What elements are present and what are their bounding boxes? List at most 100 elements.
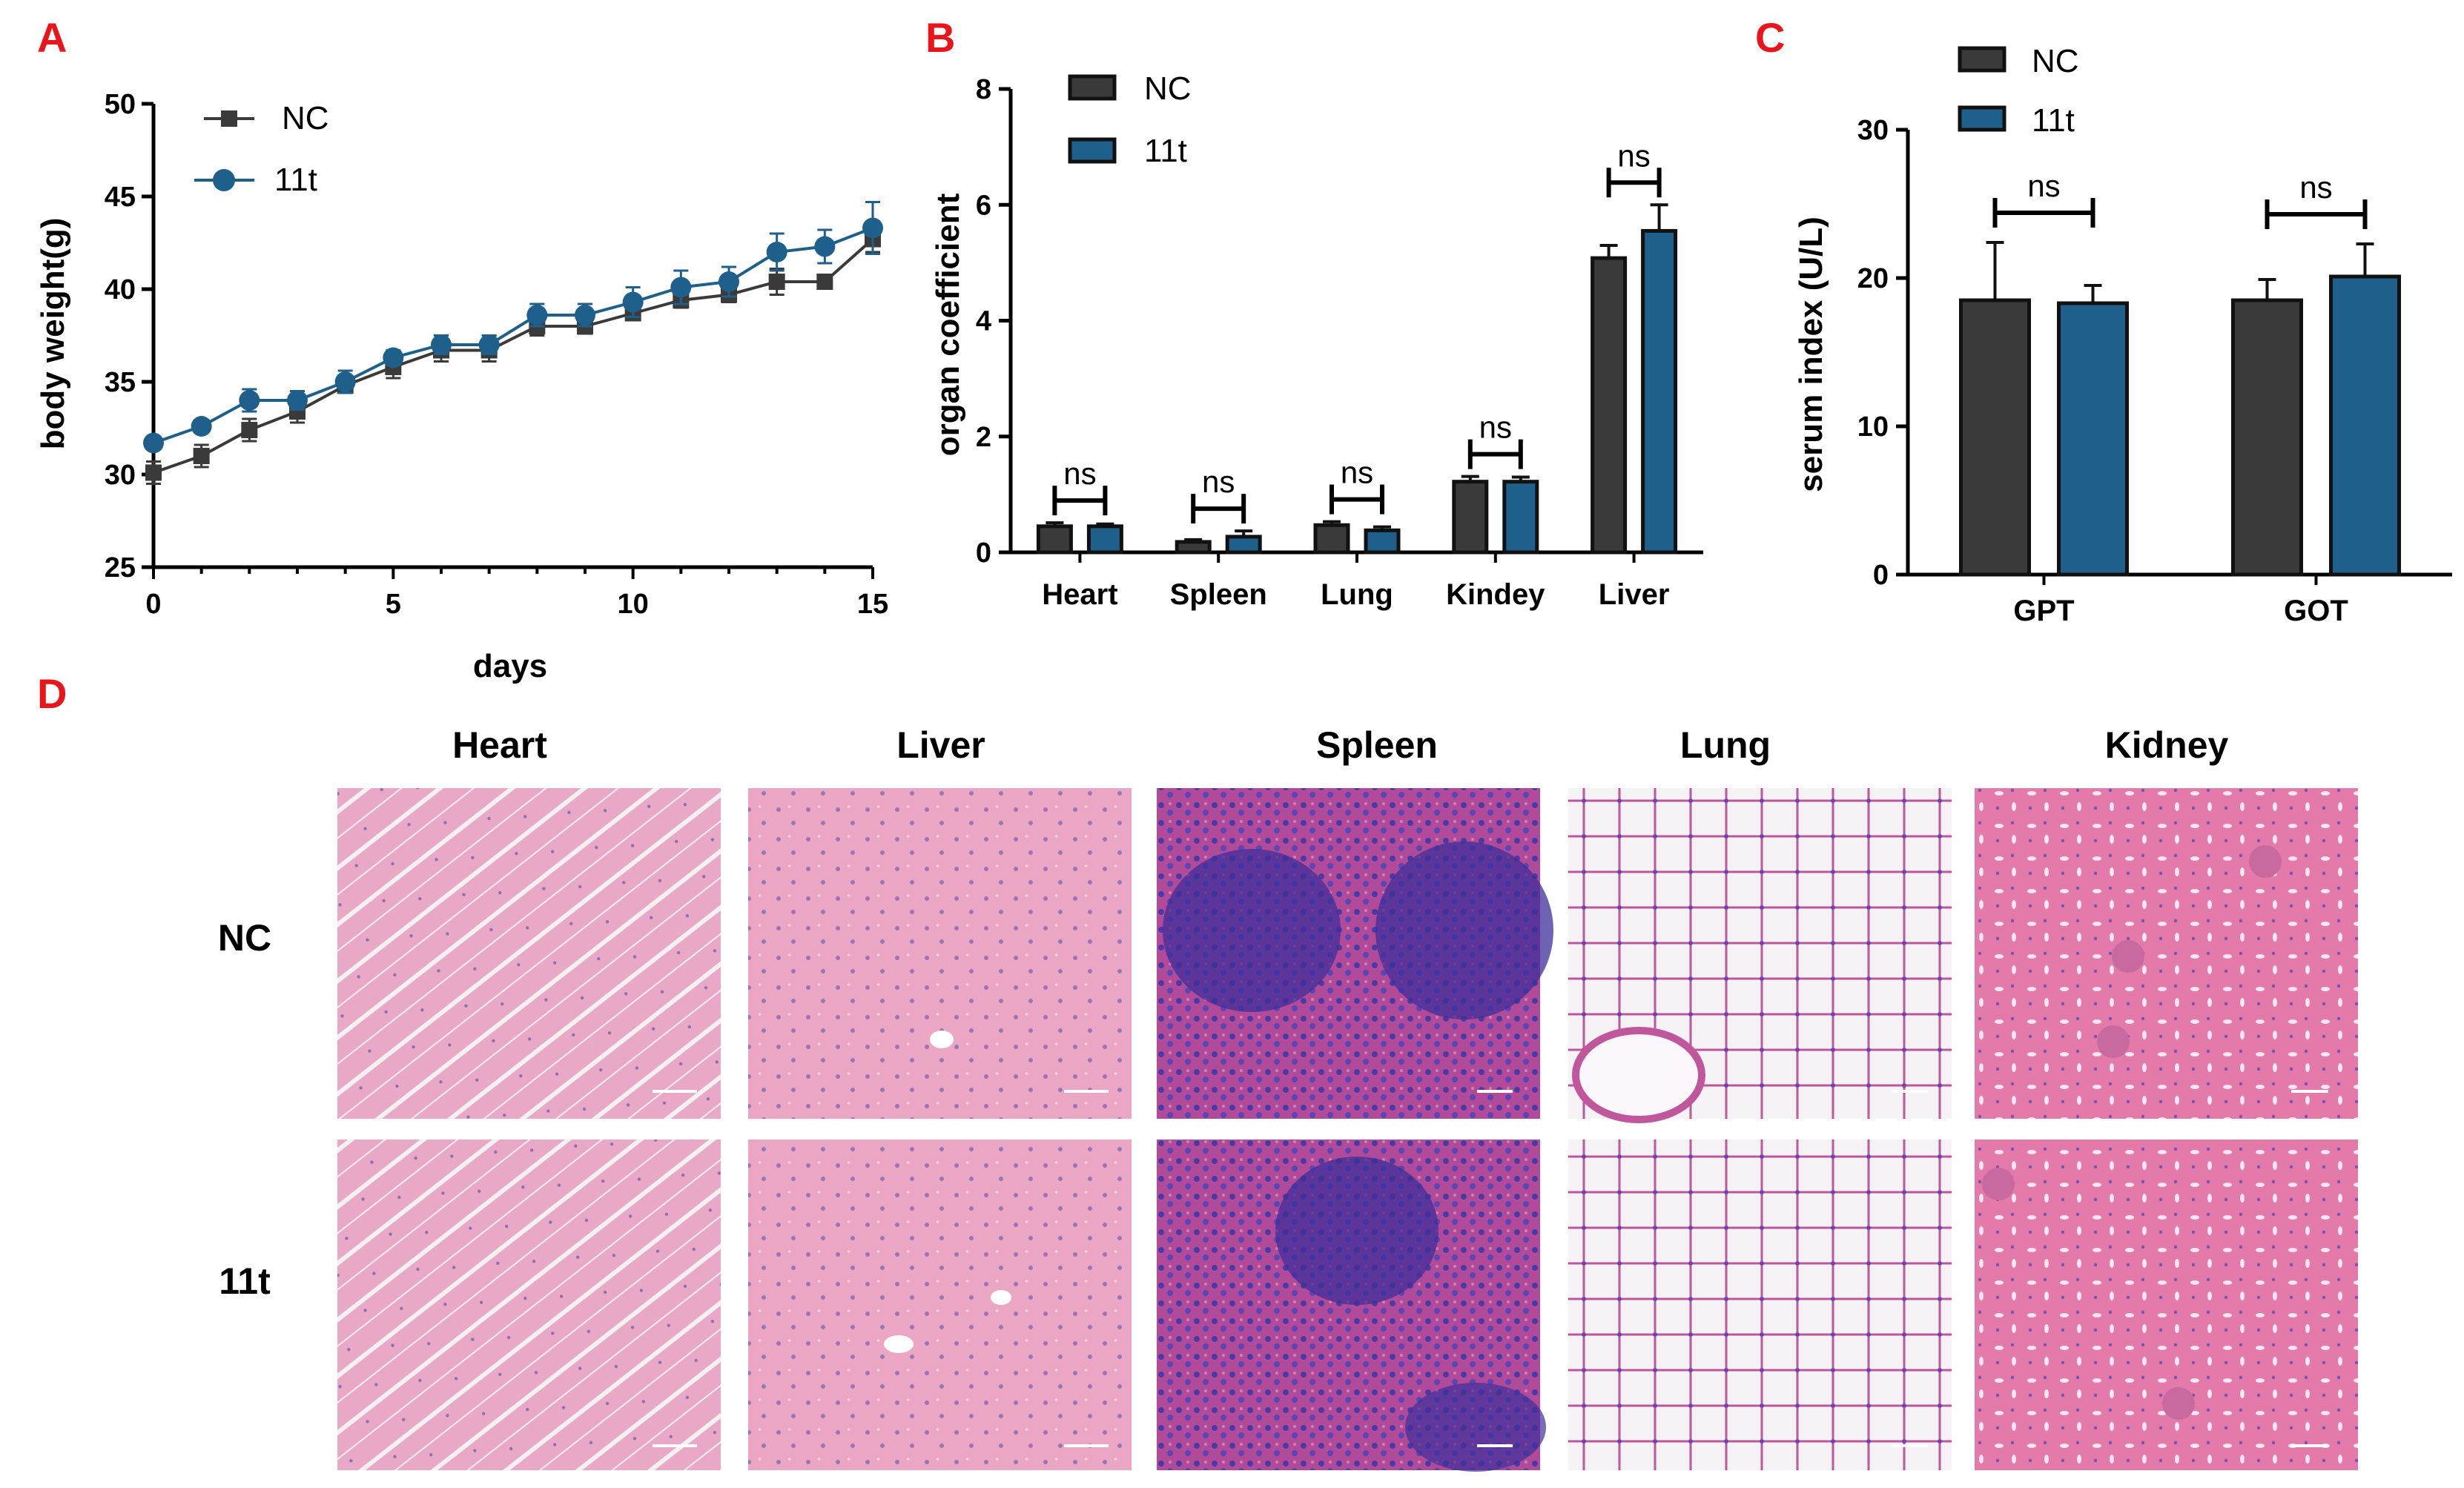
data-point xyxy=(719,271,739,292)
category-label: GPT xyxy=(2013,595,2074,627)
legend-marker-11t xyxy=(213,169,235,191)
y-tick-label: 2 xyxy=(976,422,991,453)
bar-NC xyxy=(2231,298,2303,577)
panel-letter-c: C xyxy=(1755,14,1785,61)
panel-a-y-axis-title: body weight(g) xyxy=(35,218,71,450)
y-tick-label: 30 xyxy=(1857,115,1889,146)
data-point xyxy=(816,274,833,290)
panel-b-legend: NC 11t xyxy=(1068,70,1192,169)
kidney-nc-micrograph xyxy=(1975,788,2358,1119)
y-tick-label: 25 xyxy=(105,552,136,583)
panel-c-legend: NC 11t xyxy=(1958,43,2079,139)
liver-11t-micrograph xyxy=(748,1140,1132,1470)
bar-NC xyxy=(1036,524,1073,555)
panel-b-y-axis-title: organ coefficient xyxy=(930,193,966,456)
histology-column-title: Heart xyxy=(452,724,547,766)
bar-NC xyxy=(1591,256,1628,555)
y-tick-label: 50 xyxy=(105,89,136,120)
category-label: Kindey xyxy=(1446,578,1545,611)
histology-column-title: Kidney xyxy=(2105,724,2229,766)
data-point xyxy=(145,464,162,481)
bar-11t xyxy=(1502,480,1539,555)
significance-label: ns xyxy=(2299,170,2332,205)
y-tick-label: 10 xyxy=(1857,411,1889,443)
x-tick-label: 0 xyxy=(145,589,161,620)
legend-label-11t: 11t xyxy=(274,162,317,198)
significance-label: ns xyxy=(1063,456,1096,491)
legend-label-nc: NC xyxy=(282,100,329,136)
spleen-follicle xyxy=(1275,1157,1439,1305)
legend-swatch-11t xyxy=(1958,105,2006,132)
x-tick-label: 5 xyxy=(386,589,401,620)
panel-a-legend: NC 11t xyxy=(194,100,329,198)
x-tick-label: 15 xyxy=(857,589,888,620)
category-label: Lung xyxy=(1321,578,1393,611)
panel-a-axes: 25 30 35 40 45 50 0 5 10 15 xyxy=(105,89,888,620)
data-point xyxy=(768,274,785,290)
data-point xyxy=(241,422,258,438)
y-tick-label: 4 xyxy=(976,306,991,337)
data-point xyxy=(239,390,260,411)
liver-nc-micrograph xyxy=(748,788,1132,1119)
y-tick-label: 0 xyxy=(976,538,991,569)
data-point xyxy=(862,217,883,239)
significance-label: ns xyxy=(1479,410,1512,445)
kidney-glomerulus xyxy=(2249,845,2282,878)
liver-vessel xyxy=(884,1335,914,1353)
data-point xyxy=(191,416,212,437)
histology-column-title: Lung xyxy=(1680,724,1771,766)
bar-NC xyxy=(1313,523,1350,555)
liver-vessel xyxy=(991,1290,1011,1305)
legend-label-11t: 11t xyxy=(1144,133,1187,169)
legend-label-nc: NC xyxy=(1144,70,1192,107)
panel-b-axes: 0 2 4 6 8 Heart Spleen Lung Kindey Liver xyxy=(976,74,1703,611)
data-point xyxy=(575,305,595,325)
significance-label: ns xyxy=(1341,455,1373,490)
heart-11t-micrograph xyxy=(337,1140,721,1470)
histology-row-title: NC xyxy=(218,917,271,959)
histology-row-title: 11t xyxy=(219,1260,271,1302)
bar-NC xyxy=(1175,540,1212,555)
bar-11t xyxy=(2329,274,2401,577)
panel-b-marks: ns ns ns ns ns xyxy=(1036,138,1678,555)
data-point xyxy=(431,334,452,355)
panel-letter-b: B xyxy=(925,14,955,61)
data-point xyxy=(766,242,787,262)
y-tick-label: 45 xyxy=(105,182,136,213)
y-tick-label: 35 xyxy=(105,367,136,398)
data-point xyxy=(383,347,404,368)
bar-11t xyxy=(1641,228,1678,555)
legend-label-11t: 11t xyxy=(2032,102,2075,139)
kidney-11t-micrograph xyxy=(1975,1140,2358,1470)
spleen-follicle xyxy=(1163,849,1341,1012)
y-tick-label: 40 xyxy=(105,274,136,305)
legend-label-nc: NC xyxy=(2032,43,2079,79)
panel-c-marks: ns ns xyxy=(1959,168,2401,577)
histology-column-title: Spleen xyxy=(1316,724,1438,766)
legend-swatch-nc xyxy=(1068,74,1117,101)
data-point xyxy=(193,448,210,464)
y-tick-label: 6 xyxy=(976,190,991,221)
panel-a-marks xyxy=(143,201,883,485)
y-tick-label: 20 xyxy=(1857,263,1889,294)
bar-11t xyxy=(1086,524,1123,555)
spleen-follicle xyxy=(1405,1383,1546,1472)
heart-nc-micrograph xyxy=(337,788,721,1119)
lung-airway xyxy=(1572,1027,1705,1123)
significance-label: ns xyxy=(2027,168,2060,203)
legend-swatch-11t xyxy=(1068,137,1117,164)
category-label: Heart xyxy=(1042,578,1117,611)
panel-letter-d: D xyxy=(37,670,67,717)
data-point xyxy=(334,371,356,392)
significance-label: ns xyxy=(1202,464,1235,499)
panel-letter-a: A xyxy=(37,14,67,61)
legend-marker-nc xyxy=(221,110,237,127)
data-point xyxy=(670,277,692,298)
y-tick-label: 8 xyxy=(976,74,991,105)
legend-swatch-nc xyxy=(1958,46,2006,73)
y-tick-label: 0 xyxy=(1873,560,1889,591)
lung-11t-micrograph xyxy=(1568,1140,1952,1470)
kidney-glomerulus xyxy=(2162,1387,2195,1420)
kidney-glomerulus xyxy=(2097,1025,2130,1058)
